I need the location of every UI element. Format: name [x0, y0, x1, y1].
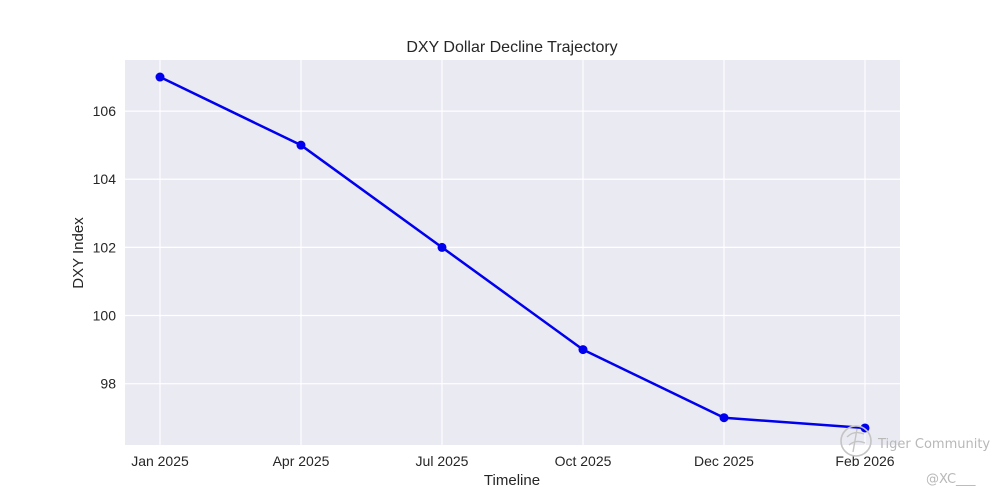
- data-point: [296, 140, 306, 150]
- data-point: [719, 413, 729, 423]
- data-point: [155, 72, 165, 82]
- watermark-brand: Tiger Community: [877, 437, 990, 452]
- data-point: [437, 242, 447, 252]
- x-tick-label: Feb 2026: [835, 453, 894, 469]
- x-tick-label: Jan 2025: [131, 453, 189, 469]
- x-tick-label: Dec 2025: [694, 453, 754, 469]
- watermark: Tiger Community @XC___: [840, 425, 990, 487]
- chart-title: DXY Dollar Decline Trajectory: [406, 39, 617, 56]
- watermark-handle: @XC___: [926, 472, 976, 487]
- y-tick-label: 104: [93, 171, 117, 187]
- x-tick-label: Jul 2025: [416, 453, 469, 469]
- y-tick-labels: 98 100 102 104 106: [93, 103, 117, 392]
- x-tick-label: Apr 2025: [273, 453, 330, 469]
- y-tick-label: 102: [93, 239, 117, 255]
- y-tick-label: 98: [100, 376, 116, 392]
- y-tick-label: 106: [93, 103, 117, 119]
- x-tick-label: Oct 2025: [555, 453, 612, 469]
- grid-lines: [125, 60, 900, 445]
- y-axis-title: DXY Index: [70, 217, 87, 289]
- y-tick-label: 100: [93, 308, 117, 324]
- plot-area: [125, 60, 900, 445]
- data-point: [578, 345, 588, 355]
- tiger-logo-icon: [840, 425, 872, 457]
- x-tick-labels: Jan 2025 Apr 2025 Jul 2025 Oct 2025 Dec 2025…: [131, 453, 895, 469]
- series-line: [159, 75, 866, 430]
- x-axis-title: Timeline: [484, 472, 540, 489]
